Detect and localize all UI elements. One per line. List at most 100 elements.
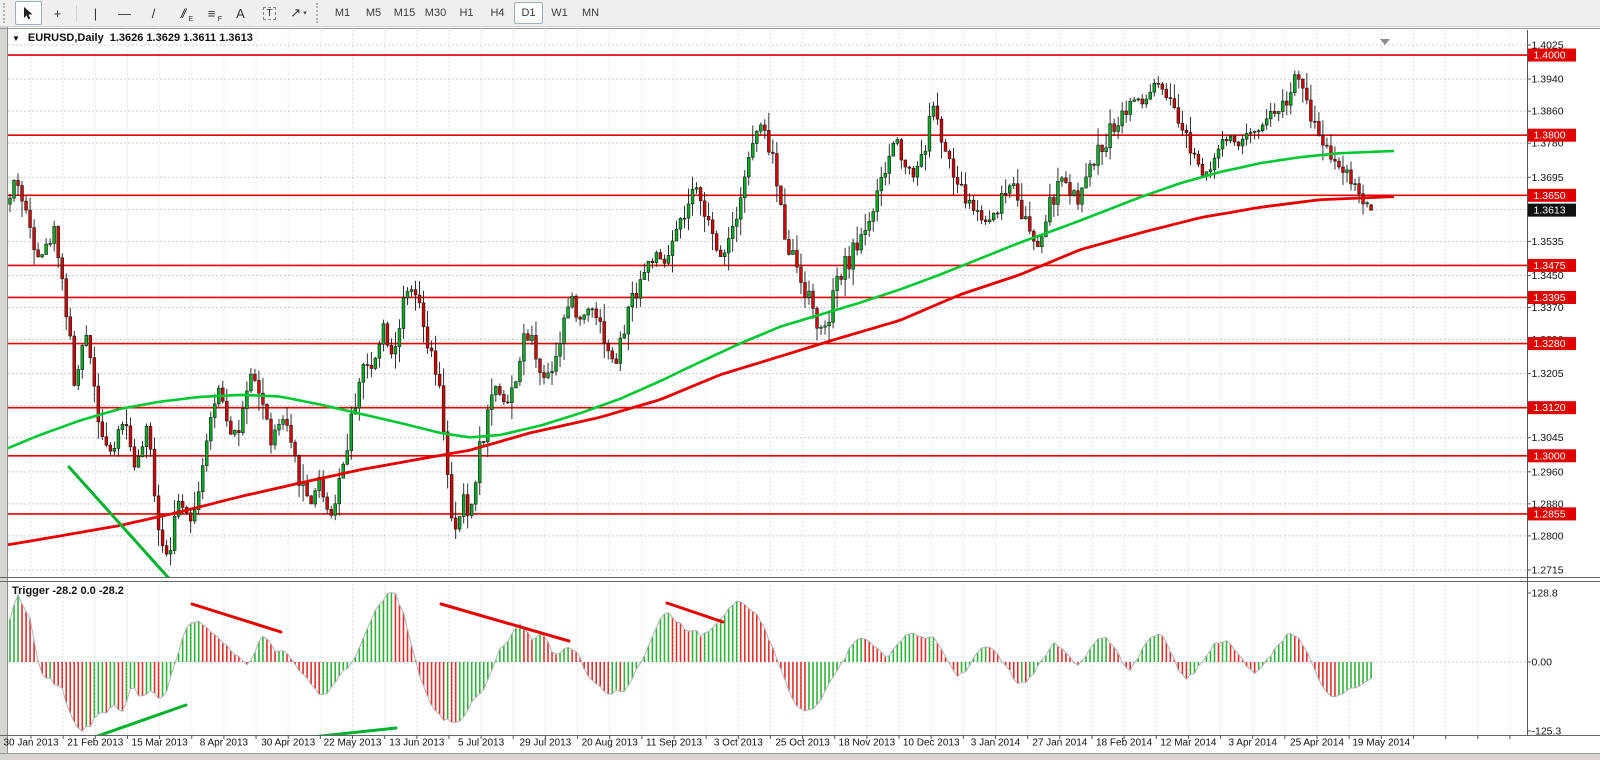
svg-text:25 Apr 2014: 25 Apr 2014 [1290, 738, 1344, 749]
svg-text:1.3650: 1.3650 [1534, 190, 1566, 202]
svg-text:10 Dec 2013: 10 Dec 2013 [903, 738, 960, 749]
svg-text:1.2960: 1.2960 [1532, 466, 1564, 478]
fibonacci-sub-label: F [217, 16, 222, 23]
crosshair-icon: + [53, 5, 62, 21]
chart-collapse-icon[interactable]: ▼ [12, 33, 20, 43]
oscillator-histogram [9, 592, 1372, 732]
svg-text:0.00: 0.00 [1532, 657, 1553, 669]
horizontal-line-icon: — [118, 5, 131, 21]
svg-text:1.3860: 1.3860 [1532, 106, 1564, 118]
timeframe-button-H4[interactable]: H4 [490, 7, 505, 19]
tool-button-text[interactable]: A [227, 1, 254, 25]
tool-button-label[interactable]: T [256, 1, 283, 25]
timeframe-button-M30[interactable]: M30 [424, 7, 447, 19]
fibonacci-icon: ≡ [207, 5, 216, 21]
timeframe-button-M1[interactable]: M1 [334, 7, 351, 19]
timeframe-button-W1[interactable]: W1 [551, 7, 568, 19]
svg-text:1.3535: 1.3535 [1532, 236, 1564, 248]
tool-button-vertical-line[interactable]: | [82, 1, 109, 25]
svg-text:18 Nov 2013: 18 Nov 2013 [839, 738, 896, 749]
equidistant-channel-icon: // [180, 5, 186, 21]
svg-text:1.3000: 1.3000 [1534, 450, 1566, 462]
svg-text:29 Jul 2013: 29 Jul 2013 [520, 738, 572, 749]
toolbar-grip[interactable] [3, 3, 9, 23]
timeframe-button-H1[interactable]: H1 [459, 7, 474, 19]
timeframe-button-D1[interactable]: D1 [514, 2, 543, 24]
svg-text:1.2715: 1.2715 [1532, 565, 1564, 577]
svg-text:128.8: 128.8 [1532, 588, 1558, 600]
trendline[interactable] [67, 465, 174, 584]
toolbar-grip[interactable] [316, 3, 322, 23]
vertical-line-icon: | [93, 5, 98, 21]
label-icon: T [263, 6, 276, 20]
timeframe-button-M5[interactable]: M5 [365, 7, 382, 19]
svg-text:21 Feb 2013: 21 Feb 2013 [67, 738, 124, 749]
svg-text:5 Jul 2013: 5 Jul 2013 [458, 738, 505, 749]
tool-button-trendline[interactable]: / [140, 1, 167, 25]
svg-text:22 May 2013: 22 May 2013 [324, 738, 382, 749]
price-level-tag: 1.3000 [1528, 449, 1576, 463]
svg-text:20 Aug 2013: 20 Aug 2013 [582, 738, 639, 749]
tool-button-equidistant-channel[interactable]: //E [169, 1, 196, 25]
svg-text:1.3280: 1.3280 [1534, 338, 1566, 350]
window-chrome [0, 27, 1600, 760]
svg-text:30 Jan 2013: 30 Jan 2013 [3, 738, 58, 749]
svg-text:1.2800: 1.2800 [1532, 530, 1564, 542]
svg-text:1.3395: 1.3395 [1534, 292, 1566, 304]
price-level-tag: 1.3475 [1528, 258, 1576, 272]
svg-text:1.4025: 1.4025 [1532, 40, 1564, 52]
trendline-annotations [67, 465, 725, 746]
price-level-tag: 1.2855 [1528, 507, 1576, 521]
time-axis[interactable]: 30 Jan 2013 21 Feb 2013 15 Mar 2013 8 Apr 2… [3, 735, 1511, 749]
price-level-tag: 1.4000 [1528, 48, 1576, 62]
panel-borders [0, 30, 1600, 736]
toolbar-separator [76, 4, 77, 22]
cursor-icon [24, 6, 33, 19]
price-axis[interactable]: 1.40251.39401.38601.37801.36951.35351.34… [1527, 40, 1576, 577]
oscillator-axis[interactable]: 128.8 0.00 -125.3 [1527, 588, 1561, 738]
timeframe-button-MN[interactable]: MN [581, 7, 600, 19]
svg-text:1.4000: 1.4000 [1534, 50, 1566, 62]
dropdown-caret-icon: ▾ [303, 10, 307, 17]
trendline[interactable] [190, 602, 283, 634]
svg-text:11 Sep 2013: 11 Sep 2013 [646, 738, 702, 749]
chart-symbol-label: EURUSD,Daily [27, 32, 104, 44]
equidistant-channel-sub-label: E [188, 16, 193, 23]
svg-text:3 Oct 2013: 3 Oct 2013 [714, 738, 763, 749]
svg-text:1.3613: 1.3613 [1534, 205, 1566, 217]
tool-button-fibonacci[interactable]: ≡ F [198, 1, 225, 25]
tool-button-horizontal-line[interactable]: — [111, 1, 138, 25]
chart-ohlc-label: 1.3626 1.3629 1.3611 1.3613 [109, 32, 253, 44]
trendline[interactable] [228, 726, 398, 746]
candlestick-series [8, 70, 1373, 566]
toolbar: + | — ///E ≡ F A T ↗ ▾ M1 M5 M15 M30 H1 H4 D1 W1 MN [0, 0, 1600, 27]
oscillator-label: Trigger -28.2 0.0 -28.2 [12, 585, 124, 597]
price-level-tag: 1.3120 [1528, 401, 1576, 415]
tool-button-crosshair[interactable]: + [44, 1, 71, 25]
svg-text:13 Jun 2013: 13 Jun 2013 [389, 738, 444, 749]
svg-text:1.3370: 1.3370 [1532, 302, 1564, 314]
tool-button-cursor[interactable] [15, 1, 42, 25]
svg-text:19 May 2014: 19 May 2014 [1352, 738, 1410, 749]
price-level-tag: 1.3280 [1528, 337, 1576, 351]
svg-text:8 Apr 2013: 8 Apr 2013 [200, 738, 249, 749]
timeframe-button-M15[interactable]: M15 [393, 7, 416, 19]
svg-text:27 Jan 2014: 27 Jan 2014 [1032, 738, 1087, 749]
trendline[interactable] [665, 601, 725, 624]
svg-text:1.2855: 1.2855 [1534, 508, 1566, 520]
arrows-icon: ↗ [290, 5, 302, 20]
svg-text:1.3800: 1.3800 [1534, 130, 1566, 142]
svg-text:1.3450: 1.3450 [1532, 270, 1564, 282]
svg-text:1.3120: 1.3120 [1534, 402, 1566, 414]
tool-button-arrows[interactable]: ↗ ▾ [285, 1, 312, 25]
chart-shift-marker-icon [1380, 39, 1390, 45]
svg-text:3 Apr 2014: 3 Apr 2014 [1229, 738, 1278, 749]
support-resistance-lines [8, 54, 1527, 515]
price-level-tag: 1.3395 [1528, 290, 1576, 304]
gridlines [8, 30, 1527, 735]
chart-title: ▼ EURUSD,Daily 1.3626 1.3629 1.3611 1.36… [12, 32, 253, 44]
trendline[interactable] [439, 602, 571, 643]
trendline[interactable] [95, 703, 188, 737]
